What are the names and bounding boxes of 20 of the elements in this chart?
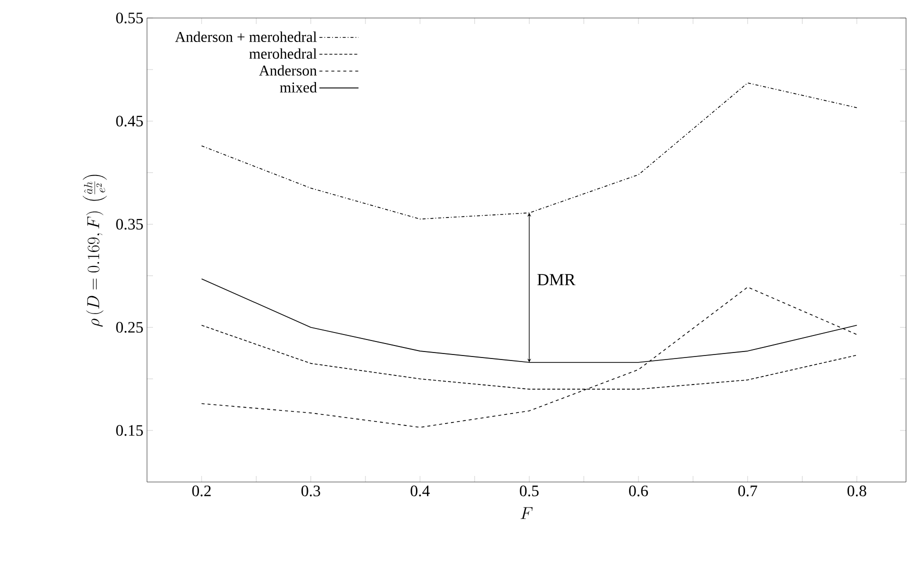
line-series [201,82,858,220]
y-tick-label: 0.55 [116,12,143,24]
x-tick-label: 0.4 [410,486,430,496]
y-axis-title: $\rho\,(D=0.169,F)\ \left(\frac{\hat{a}h}{e^{2}}\right)$ [82,174,107,327]
legend-label: mixed [280,82,317,93]
legend-label: Anderson [259,65,317,76]
x-tick-label: 0.3 [301,486,320,496]
x-tick-label: 0.6 [629,486,648,496]
x-axis-title: $F$ [520,507,533,519]
y-tick-label: 0.15 [116,425,143,436]
legend-label: merohedral [249,48,317,59]
legend-label: Anderson + merohedral [175,31,317,42]
x-tick-label: 0.8 [848,486,866,496]
annotation: DMR [537,274,576,286]
y-tick-label: 0.45 [116,116,143,127]
y-tick-label: 0.25 [116,322,143,333]
x-tick-label: 0.7 [738,486,758,496]
x-tick-label: 0.2 [192,486,211,496]
y-tick-label: 0.35 [116,218,143,230]
x-tick-label: 0.5 [520,486,539,496]
